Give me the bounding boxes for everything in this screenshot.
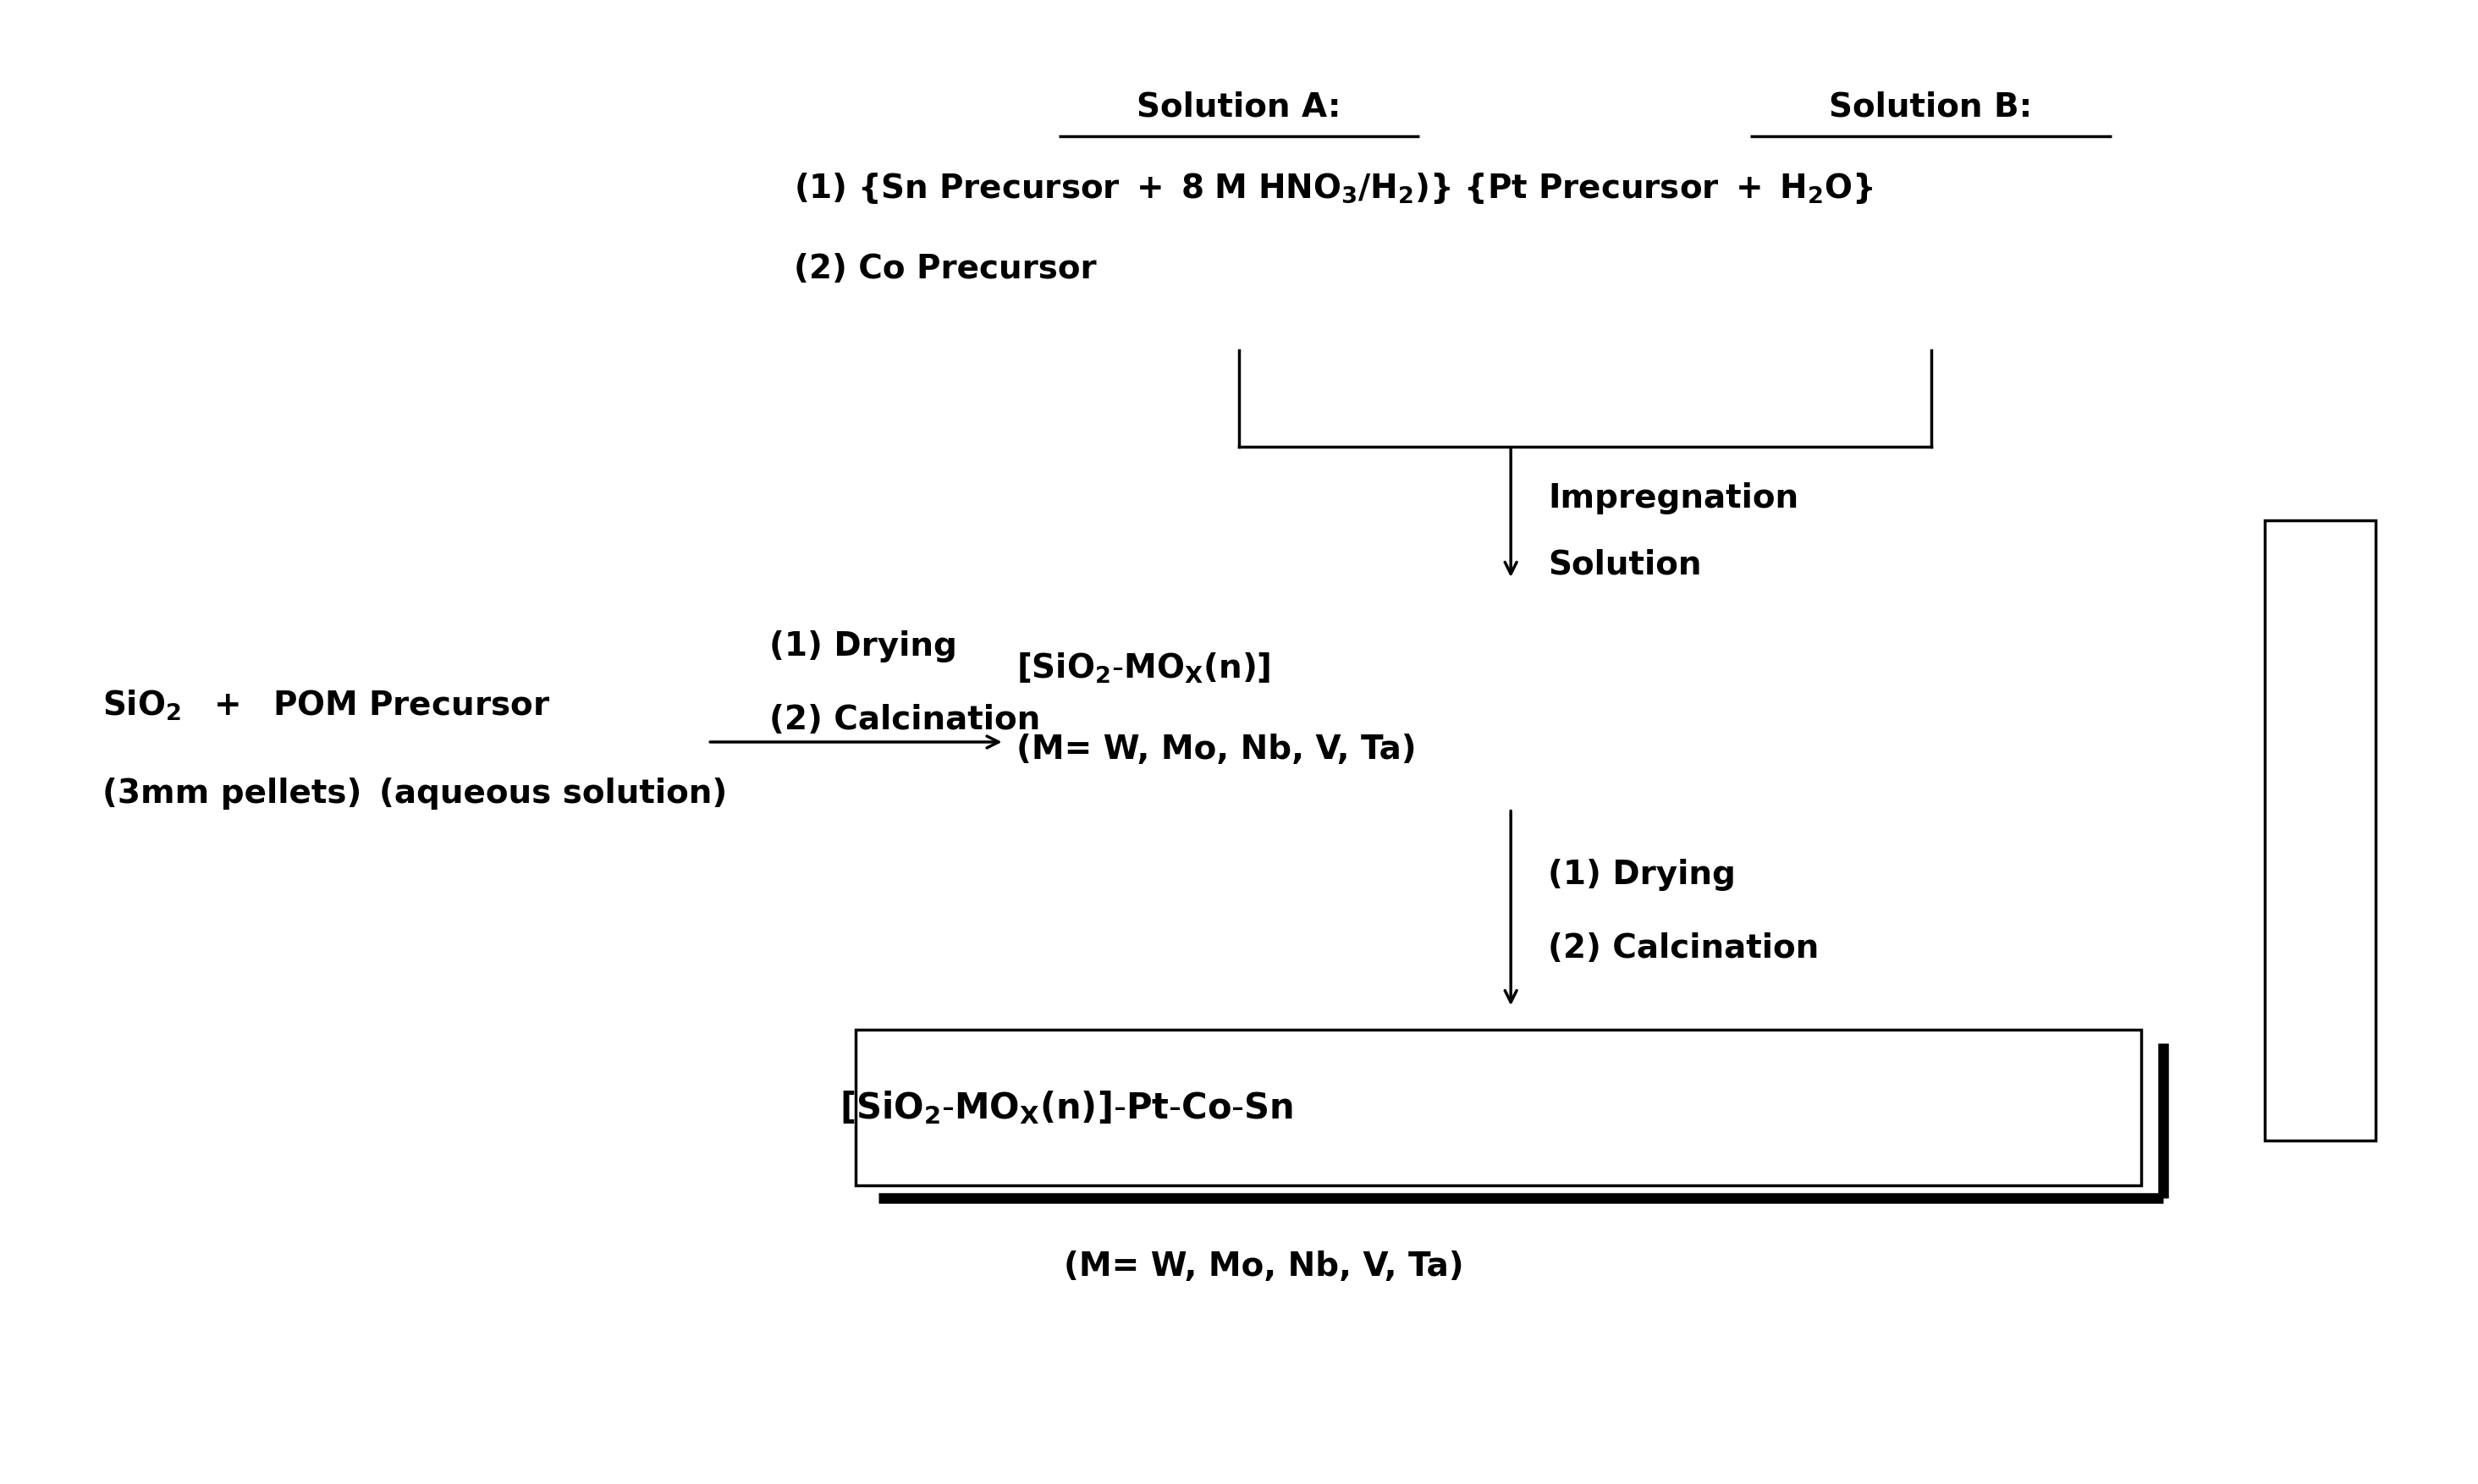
Text: Solution B:: Solution B: [1829,91,2032,123]
Text: (1) Drying: (1) Drying [771,629,957,662]
Text: $\mathbf{SiO_2}$   $\mathbf{+}$   $\mathbf{POM\ Precursor}$: $\mathbf{SiO_2}$ $\mathbf{+}$ $\mathbf{P… [102,689,550,723]
Text: $\mathbf{(1)\ \{Sn\ Precursor\ +\ 8\ M\ HNO_3/H_2)\}\ \{Pt\ Precursor\ +\ H_2O\}: $\mathbf{(1)\ \{Sn\ Precursor\ +\ 8\ M\ … [795,171,1873,205]
Text: (2) Co Precursor: (2) Co Precursor [795,254,1098,285]
Text: (2) Calcination: (2) Calcination [771,703,1041,736]
Text: $\mathbf{[SiO_2\text{-}MO_X(n)]}$: $\mathbf{[SiO_2\text{-}MO_X(n)]}$ [1016,651,1271,686]
Text: Solution A:: Solution A: [1137,91,1341,123]
Text: Impregnation: Impregnation [1549,482,1799,515]
Bar [855,1030,2141,1186]
Text: (aqueous solution): (aqueous solution) [379,778,726,810]
Text: Solution: Solution [1549,549,1702,580]
Text: (1) Drying: (1) Drying [1549,859,1735,890]
Text: (M= W, Mo, Nb, V, Ta): (M= W, Mo, Nb, V, Ta) [1016,733,1417,766]
Text: (2) Calcination: (2) Calcination [1549,933,1819,965]
Bar [2265,521,2376,1141]
Text: (3mm pellets): (3mm pellets) [102,778,362,810]
Text: (M= W, Mo, Nb, V, Ta): (M= W, Mo, Nb, V, Ta) [1063,1250,1464,1282]
Text: $\mathbf{[SiO_2\text{-}MO_X(n)]\text{-}Pt\text{-}Co\text{-}Sn}$: $\mathbf{[SiO_2\text{-}MO_X(n)]\text{-}P… [840,1089,1294,1126]
